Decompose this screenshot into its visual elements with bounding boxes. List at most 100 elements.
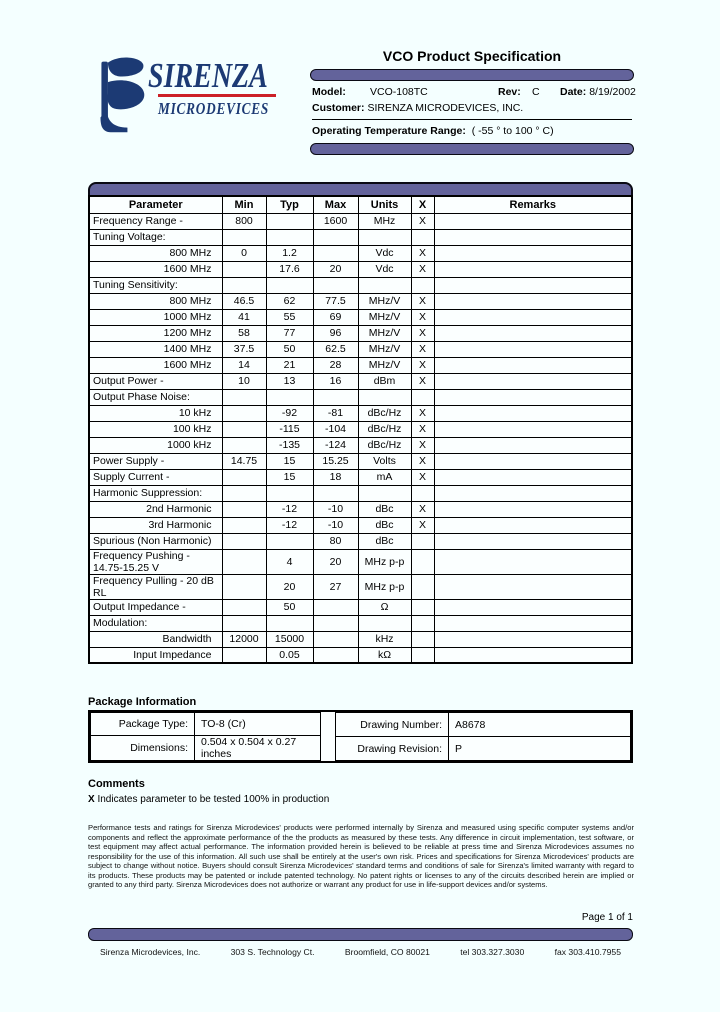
table-row: Harmonic Suppression:: [88, 484, 633, 502]
comments-note: X Indicates parameter to be tested 100% …: [88, 794, 329, 805]
min-cell: [221, 276, 267, 294]
table-row: Bandwidth 12000 15000 kHz: [88, 630, 633, 648]
param-cell: Supply Current -: [88, 468, 223, 486]
remarks-cell: [433, 500, 633, 518]
param-cell: 1600 MHz: [88, 356, 223, 374]
x-cell: X: [410, 404, 435, 422]
remarks-cell: [433, 212, 633, 230]
min-cell: [221, 573, 267, 600]
typ-cell: 1.2: [265, 244, 314, 262]
max-cell: 1600: [312, 212, 359, 230]
param-cell: Frequency Pulling - 20 dB RL: [88, 573, 223, 600]
min-cell: 14: [221, 356, 267, 374]
col-header-min: Min: [221, 195, 267, 214]
units-cell: dBc: [357, 516, 412, 534]
table-row: 100 kHz -115 -104 dBc/Hz X: [88, 420, 633, 438]
x-cell: [410, 646, 435, 664]
comments-x-prefix: X: [88, 794, 95, 805]
param-cell: Power Supply -: [88, 452, 223, 470]
remarks-cell: [433, 420, 633, 438]
units-cell: [357, 276, 412, 294]
min-cell: [221, 228, 267, 246]
model-label: Model:: [312, 86, 346, 98]
table-row: 1600 MHz 14 21 28 MHz/V X: [88, 356, 633, 374]
units-cell: Vdc: [357, 260, 412, 278]
col-header-parameter: Parameter: [88, 195, 223, 214]
logo-red-rule: [158, 94, 276, 97]
max-cell: 20: [312, 548, 359, 575]
remarks-cell: [433, 646, 633, 664]
remarks-cell: [433, 468, 633, 486]
spec-table-top-bar: [88, 182, 633, 195]
units-cell: MHz p-p: [357, 573, 412, 600]
spec-table-header-row: Parameter Min Typ Max Units X Remarks: [88, 195, 633, 214]
table-row: Drawing Revision: P: [335, 736, 631, 761]
max-cell: [312, 614, 359, 632]
table-row: 1200 MHz 58 77 96 MHz/V X: [88, 324, 633, 342]
min-cell: 14.75: [221, 452, 267, 470]
customer-value: SIRENZA MICRODEVICES, INC.: [367, 102, 524, 114]
units-cell: dBc: [357, 500, 412, 518]
table-row: Modulation:: [88, 614, 633, 632]
table-row: Package Type: TO-8 (Cr): [90, 712, 321, 736]
typ-cell: 15: [265, 468, 314, 486]
package-info-heading: Package Information: [88, 696, 197, 708]
remarks-cell: [433, 372, 633, 390]
min-cell: 12000: [221, 630, 267, 648]
table-row: Supply Current - 15 18 mA X: [88, 468, 633, 486]
units-cell: dBc/Hz: [357, 420, 412, 438]
sirenza-logo-mark-icon: [100, 57, 145, 133]
typ-cell: [265, 614, 314, 632]
typ-cell: 4: [265, 548, 314, 575]
remarks-cell: [433, 340, 633, 358]
table-row: Drawing Number: A8678: [335, 712, 631, 737]
max-cell: [312, 276, 359, 294]
units-cell: MHz/V: [357, 292, 412, 310]
x-cell: [410, 614, 435, 632]
typ-cell: [265, 276, 314, 294]
min-cell: [221, 532, 267, 550]
units-cell: [357, 388, 412, 406]
max-cell: -124: [312, 436, 359, 454]
min-cell: 46.5: [221, 292, 267, 310]
x-cell: X: [410, 468, 435, 486]
typ-cell: 62: [265, 292, 314, 310]
date-label: Date:: [560, 86, 587, 98]
table-row: 3rd Harmonic -12 -10 dBc X: [88, 516, 633, 534]
remarks-cell: [433, 436, 633, 454]
typ-cell: [265, 484, 314, 502]
param-cell: 10 kHz: [88, 404, 223, 422]
param-cell: 800 MHz: [88, 292, 223, 310]
units-cell: [357, 614, 412, 632]
table-row: Frequency Pulling - 20 dB RL 20 27 MHz p-p: [88, 573, 633, 600]
min-cell: [221, 436, 267, 454]
units-cell: MHz: [357, 212, 412, 230]
footer-fax: fax 303.410.7955: [554, 947, 621, 957]
x-cell: X: [410, 244, 435, 262]
table-row: Dimensions: 0.504 x 0.504 x 0.27 inches: [90, 735, 321, 761]
typ-cell: 50: [265, 598, 314, 616]
min-cell: 800: [221, 212, 267, 230]
remarks-cell: [433, 516, 633, 534]
customer-label: Customer:: [312, 102, 365, 114]
max-cell: [312, 646, 359, 664]
param-cell: Modulation:: [88, 614, 223, 632]
param-cell: Input Impedance: [88, 646, 223, 664]
units-cell: Ω: [357, 598, 412, 616]
package-value-cell: TO-8 (Cr): [194, 712, 321, 736]
units-cell: MHz/V: [357, 308, 412, 326]
param-cell: Tuning Voltage:: [88, 228, 223, 246]
x-cell: X: [410, 292, 435, 310]
table-row: Output Power -10 13 16 dBm X: [88, 372, 633, 390]
logo-wordmark: SIRENZA: [148, 56, 268, 95]
footer-city: Broomfield, CO 80021: [344, 947, 430, 957]
operating-temp-value: ( -55 ° to 100 ° C): [471, 125, 554, 137]
units-cell: dBc/Hz: [357, 404, 412, 422]
date-value: 8/19/2002: [589, 86, 636, 98]
typ-cell: 0.05: [265, 646, 314, 664]
table-row: 1400 MHz 37.5 50 62.5 MHz/V X: [88, 340, 633, 358]
footer-accent-bar: [88, 928, 633, 941]
table-row: Frequency Range -800 1600 MHz X: [88, 212, 633, 230]
min-cell: 10: [221, 372, 267, 390]
typ-cell: [265, 212, 314, 230]
